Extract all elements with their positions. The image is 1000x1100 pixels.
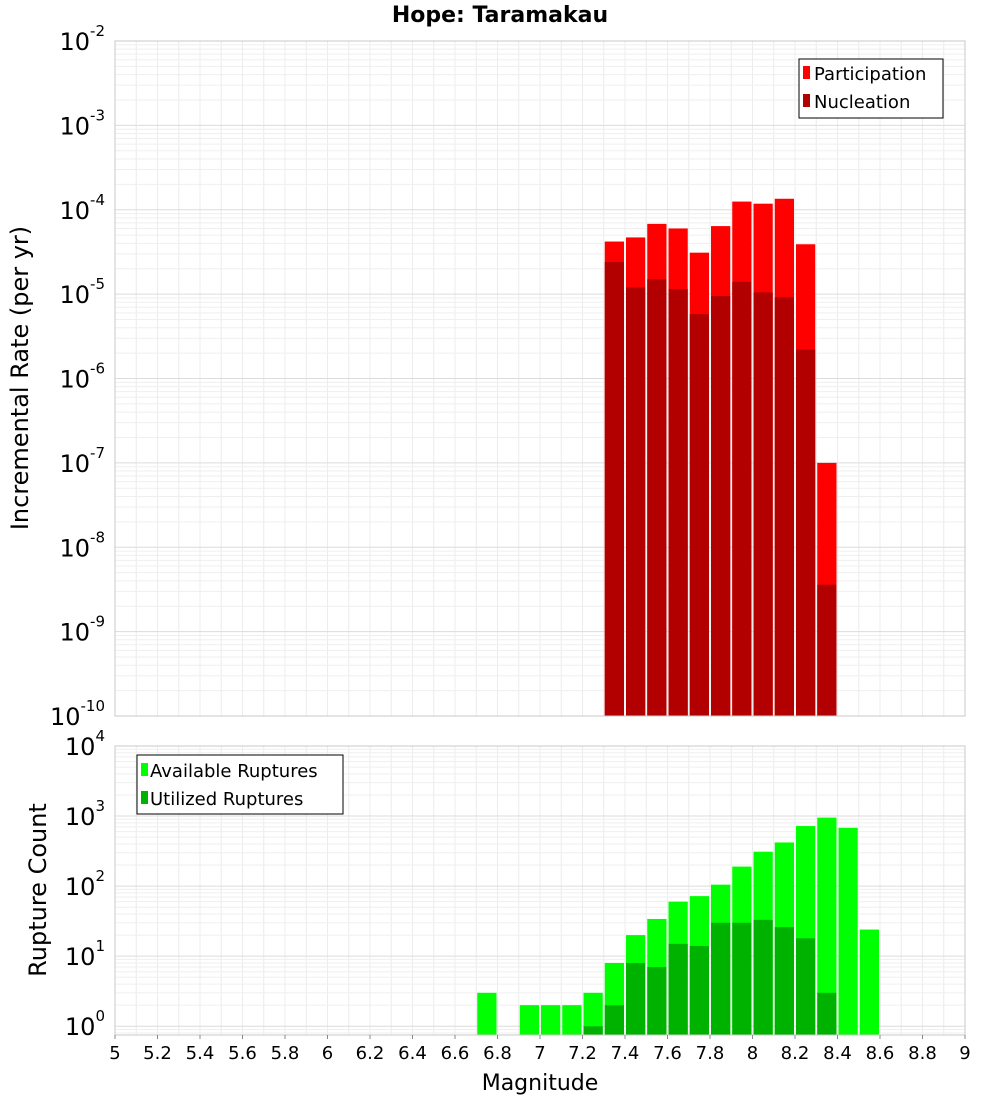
legend-swatch-available — [141, 763, 148, 776]
x-tick-label: 7.6 — [653, 1043, 682, 1064]
legend-swatch-participation — [803, 66, 810, 79]
top-legend-box — [798, 58, 944, 119]
bar-utilized-ruptures — [583, 1026, 603, 1035]
bar-utilized-ruptures — [604, 1005, 624, 1035]
bar-nucleation — [689, 314, 709, 716]
bar-available-ruptures — [562, 1005, 582, 1035]
bar-utilized-ruptures — [753, 919, 773, 1035]
x-tick-label: 6.6 — [441, 1043, 470, 1064]
bar-utilized-ruptures — [626, 962, 646, 1035]
bar-available-ruptures — [477, 992, 497, 1035]
bar-nucleation — [753, 292, 773, 716]
x-tick-label: 6.8 — [483, 1043, 512, 1064]
top-y-tick-label: 10-4 — [59, 191, 105, 225]
x-tick-label: 8 — [747, 1043, 758, 1064]
bar-nucleation — [626, 287, 646, 716]
x-tick-label: 6 — [322, 1043, 333, 1064]
x-tick-label: 5.8 — [271, 1043, 300, 1064]
top-y-tick-label: 10-2 — [59, 22, 105, 56]
bar-nucleation — [817, 584, 837, 716]
x-tick-label: 8.6 — [866, 1043, 895, 1064]
legend-label-utilized: Utilized Ruptures — [150, 789, 303, 810]
bar-utilized-ruptures — [796, 938, 816, 1035]
x-tick-label: 5 — [109, 1043, 120, 1064]
bar-utilized-ruptures — [817, 992, 837, 1035]
legend-swatch-nucleation — [803, 94, 810, 107]
bottom-y-axis-label: Rupture Count — [24, 803, 52, 977]
top-y-tick-label: 10-5 — [59, 275, 105, 309]
bottom-y-tick-label: 104 — [65, 727, 105, 761]
top-grid — [114, 40, 966, 717]
bottom-y-tick-label: 103 — [65, 797, 105, 831]
bar-nucleation — [604, 262, 624, 716]
x-ticks: 5 5.2 5.4 5.6 5.8 6 6.2 6.4 6.6 6.8 7 7.2 7.4 7.6 7.8 8… — [109, 1035, 971, 1064]
top-y-tick-label: 10-6 — [59, 360, 105, 394]
top-y-tick-label: 10-9 — [59, 613, 105, 647]
x-tick-label: 8.4 — [823, 1043, 852, 1064]
bar-available-ruptures — [541, 1005, 561, 1035]
bar-nucleation — [732, 281, 752, 716]
bar-utilized-ruptures — [774, 927, 794, 1035]
bar-utilized-ruptures — [668, 943, 688, 1035]
x-tick-label: 7 — [534, 1043, 545, 1064]
x-tick-label: 8.2 — [781, 1043, 810, 1064]
x-tick-label: 5.4 — [186, 1043, 215, 1064]
x-tick-label: 6.2 — [356, 1043, 385, 1064]
bar-available-ruptures — [859, 929, 879, 1035]
bar-nucleation — [647, 279, 667, 716]
chart-title: Hope: Taramakau — [392, 3, 608, 28]
bar-nucleation — [668, 289, 688, 716]
bar-available-ruptures — [583, 992, 603, 1035]
legend-label-available: Available Ruptures — [150, 761, 318, 782]
bar-nucleation — [711, 296, 731, 716]
top-legend: Participation Nucleation — [798, 58, 944, 119]
bottom-legend-box — [136, 754, 344, 815]
bottom-y-tick-label: 100 — [65, 1007, 105, 1041]
top-plot-border — [114, 40, 966, 717]
top-y-tick-label: 10-8 — [59, 528, 105, 562]
top-y-axis-label: Incremental Rate (per yr) — [6, 226, 34, 530]
legend-label-nucleation: Nucleation — [814, 92, 910, 113]
top-y-tick-label: 10-3 — [59, 106, 105, 140]
bar-available-ruptures — [817, 817, 837, 1035]
x-tick-label: 9 — [959, 1043, 970, 1064]
bottom-legend: Available Ruptures Utilized Ruptures — [136, 754, 344, 815]
x-tick-label: 7.4 — [611, 1043, 640, 1064]
x-axis-label: Magnitude — [482, 1071, 599, 1096]
bar-utilized-ruptures — [647, 967, 667, 1035]
top-y-tick-label: 10-7 — [59, 444, 105, 478]
bottom-y-tick-label: 101 — [65, 937, 105, 971]
x-tick-label: 5.6 — [228, 1043, 257, 1064]
bottom-y-ticks: 100 101 102 103 104 — [65, 727, 105, 1041]
bar-available-ruptures — [838, 827, 858, 1035]
x-tick-label: 7.2 — [568, 1043, 597, 1064]
x-tick-label: 6.4 — [398, 1043, 427, 1064]
x-tick-label: 7.8 — [696, 1043, 725, 1064]
legend-label-participation: Participation — [814, 64, 926, 85]
bottom-panel: 100 101 102 103 104 5 5.2 5.4 5.6 5.8 6 6.2 6.4 6.6 6… — [24, 727, 971, 1096]
top-y-tick-label: 10-10 — [50, 697, 105, 731]
x-tick-label: 5.2 — [143, 1043, 172, 1064]
top-panel: 10-10 10-9 10-8 10-7 10-6 10-5 10-4 10-3 10-2 In… — [6, 22, 966, 731]
bar-available-ruptures — [519, 1005, 539, 1035]
bar-nucleation — [774, 297, 794, 716]
top-bars — [604, 198, 837, 717]
bar-nucleation — [796, 349, 816, 716]
bar-utilized-ruptures — [732, 922, 752, 1035]
x-tick-label: 8.8 — [908, 1043, 937, 1064]
bar-utilized-ruptures — [689, 945, 709, 1035]
bar-utilized-ruptures — [711, 922, 731, 1035]
legend-swatch-utilized — [141, 791, 148, 804]
bottom-y-tick-label: 102 — [65, 867, 105, 901]
bottom-bars — [477, 817, 879, 1035]
top-y-ticks: 10-10 10-9 10-8 10-7 10-6 10-5 10-4 10-3 10-2 — [50, 22, 105, 731]
